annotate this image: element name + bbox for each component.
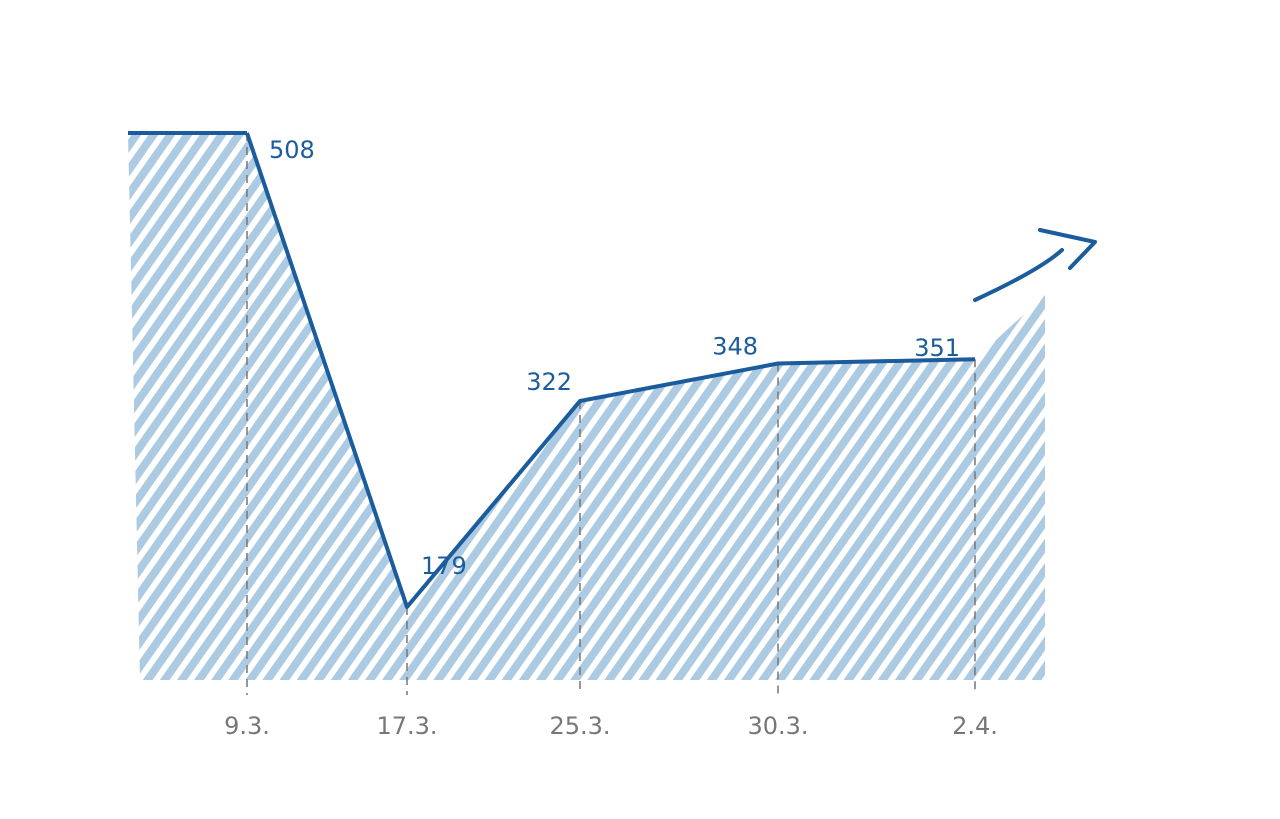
x-tick-label: 25.3. (549, 712, 610, 740)
line (245, 132, 976, 609)
value-label: 179 (421, 552, 467, 580)
x-tick-label: 9.3. (224, 712, 270, 740)
x-tick-label: 2.4. (952, 712, 998, 740)
x-tick-label: 17.3. (376, 712, 437, 740)
area (128, 133, 1045, 680)
x-tick-label: 30.3. (747, 712, 808, 740)
line-arrow (973, 228, 1097, 302)
value-label: 348 (712, 333, 758, 361)
value-label: 322 (526, 368, 572, 396)
value-label: 508 (269, 136, 315, 164)
value-label: 351 (914, 334, 960, 362)
